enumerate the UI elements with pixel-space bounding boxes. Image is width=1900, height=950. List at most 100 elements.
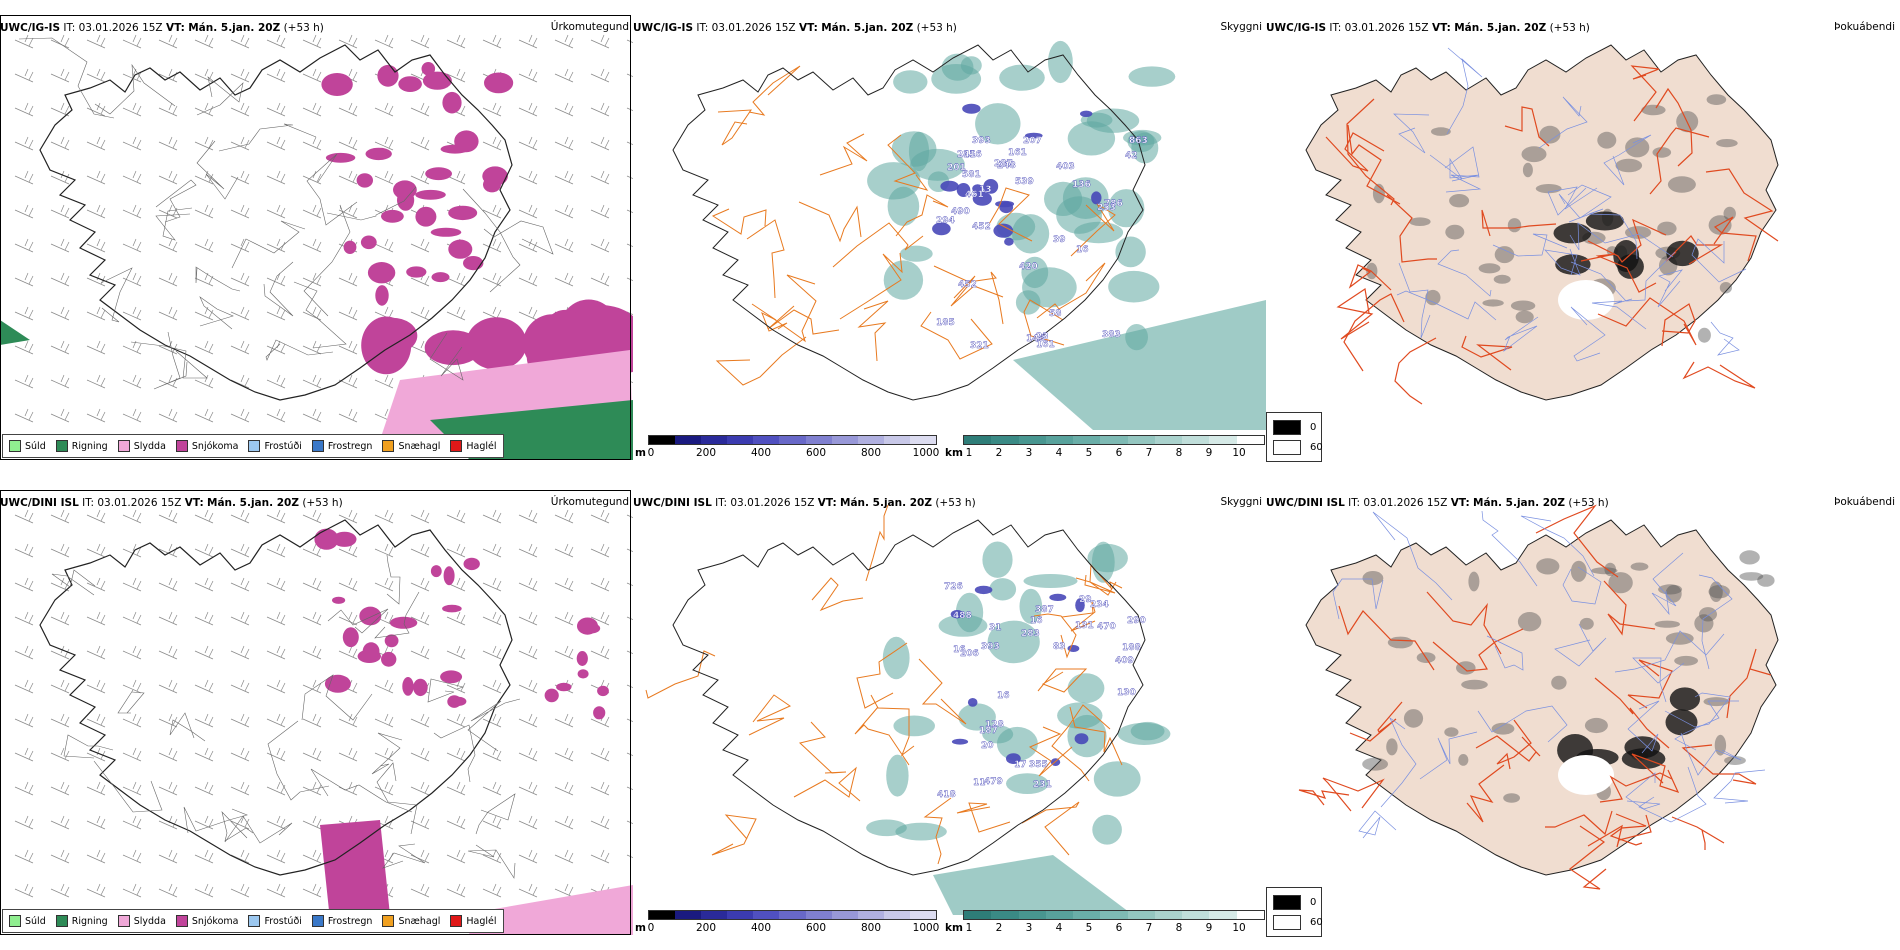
cloudbase-value-label: 187: [979, 726, 998, 736]
field-blob: [1708, 215, 1732, 235]
field-blob: [1108, 270, 1160, 303]
field-blob: [1128, 66, 1176, 87]
fog-swatch: [1273, 895, 1301, 910]
legend-swatch: [117, 915, 130, 927]
road-line: [1591, 298, 1647, 330]
cloudbase-value-label: 726: [944, 582, 963, 592]
legend-entry: Frostúði: [248, 915, 302, 927]
road-line: [1631, 753, 1680, 794]
model-name: UWC/DINI ISL: [1266, 497, 1345, 509]
panel-header: UWC/DINI ISL IT: 03.01.2026 15Z VT: Mán.…: [1266, 497, 1609, 509]
field-blob: [891, 131, 937, 167]
road-line: [1037, 668, 1088, 693]
field-blob: [882, 636, 910, 680]
road-line: [1466, 764, 1505, 823]
fog-free-area: [1558, 755, 1614, 795]
model-name: UWC/DINI ISL: [633, 497, 712, 509]
road-line: [956, 802, 1011, 833]
cloudbase-value-label: 161: [1036, 340, 1055, 350]
road-line: [767, 305, 840, 335]
cloudbase-value-label: 581: [962, 170, 981, 180]
precip-type-legend: Súld Rigning Slydda Snjókoma Frostúði Frostre…: [2, 909, 504, 933]
road-line: [1609, 813, 1647, 846]
road-line: [195, 266, 241, 292]
legend-entry: Frostregn: [311, 915, 373, 927]
field-blob: [1006, 773, 1049, 794]
road-line: [1332, 578, 1384, 620]
field-blob: [360, 235, 377, 250]
road-line: [94, 63, 176, 115]
road-line: [467, 698, 521, 752]
panel-title: Skyggni: [1220, 21, 1263, 33]
field-blob: [1708, 585, 1730, 599]
field-blob: [381, 651, 397, 667]
map-canvas[interactable]: 8338729470488726355393131409479418283161…: [633, 475, 1266, 950]
road-line: [1070, 203, 1116, 257]
road-line: [1698, 574, 1733, 670]
map-canvas[interactable]: [1266, 0, 1899, 475]
init-time: 03.01.2026 15Z: [78, 22, 163, 34]
map-canvas[interactable]: [0, 0, 633, 475]
road-line: [1520, 515, 1595, 577]
field-blob: [1706, 94, 1727, 105]
colorbar-tick: 9: [1205, 447, 1213, 459]
map-canvas[interactable]: [1266, 475, 1899, 950]
road-line: [1664, 692, 1731, 728]
cloudbase-value-label: 130: [1117, 688, 1136, 698]
field-blob: [447, 695, 462, 708]
panel-title: Úrkomutegund: [550, 496, 629, 508]
road-line: [1504, 106, 1550, 147]
field-blob: [365, 147, 392, 161]
field-blob: [999, 201, 1014, 214]
road-line: [1603, 580, 1656, 636]
cloudbase-value-label: 58: [1049, 309, 1062, 319]
map-canvas[interactable]: [0, 475, 633, 950]
legend-label: Frostregn: [327, 915, 373, 927]
field-blob: [1091, 541, 1115, 583]
field-blob: [1057, 702, 1103, 729]
cloudbase-value-label: 539: [1015, 177, 1034, 187]
legend-entry: Snæhagl: [382, 440, 440, 452]
road-line: [1562, 566, 1602, 605]
legend-swatch: [175, 915, 188, 927]
init-time: 03.01.2026 15Z: [97, 497, 182, 509]
field-blob: [1482, 299, 1504, 307]
field-blob: [443, 566, 455, 586]
road-line: [1475, 735, 1541, 762]
field-blob: [1585, 211, 1624, 231]
field-blob: [1067, 645, 1080, 652]
lead-time: (+53 h): [916, 22, 957, 34]
legend-label: Frostregn: [327, 440, 373, 452]
field-blob: [389, 616, 418, 629]
road-line: [1347, 124, 1401, 205]
panel-title: Úrkomutegund: [550, 21, 629, 33]
road-line: [1568, 208, 1638, 260]
field-blob: [1067, 121, 1116, 156]
colorbar-tick: 8: [1175, 922, 1183, 934]
cloudbase-value-label: 185: [936, 318, 955, 328]
it-label: IT:: [696, 22, 709, 34]
legend-entry: Haglél: [450, 915, 497, 927]
legend-entry: Haglél: [450, 440, 497, 452]
lead-time: (+53 h): [935, 497, 976, 509]
cloudbase-value-label: 409: [1115, 656, 1134, 666]
road-line: [773, 274, 817, 343]
cloudbase-value-label: 241: [957, 150, 976, 160]
road-line: [1398, 262, 1431, 339]
road-line: [1657, 269, 1683, 308]
field-blob: [958, 703, 996, 731]
field-blob: [1491, 722, 1515, 735]
road-line: [1429, 154, 1480, 182]
road-line: [1477, 705, 1568, 743]
road-line: [1713, 216, 1757, 262]
road-line: [326, 186, 417, 221]
road-line: [1630, 65, 1660, 122]
legend-swatch: [248, 915, 261, 927]
colorbar-tick: 1000: [912, 922, 940, 934]
field-blob: [1665, 709, 1698, 736]
colorbar-tick: 1: [965, 922, 973, 934]
map-canvas[interactable]: 1611451852316134033214201564524220749058…: [633, 0, 1266, 475]
road-line: [1614, 630, 1725, 673]
field-blob: [1669, 687, 1700, 711]
field-blob: [442, 91, 462, 114]
